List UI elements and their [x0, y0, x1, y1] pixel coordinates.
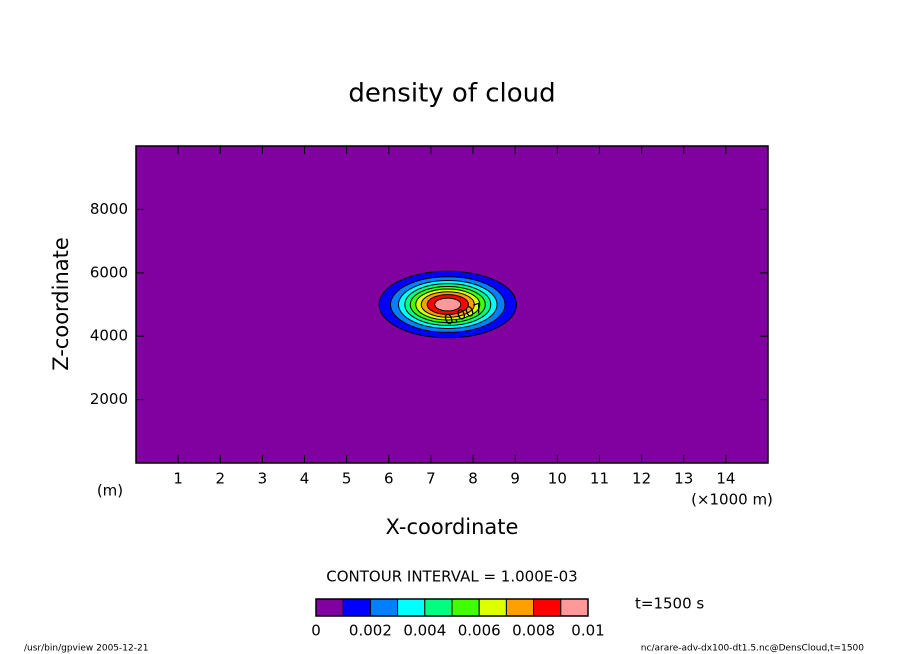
y-axis-label: Z-coordinate [49, 237, 73, 371]
colorbar-box [451, 598, 480, 617]
plot-frame [135, 145, 769, 464]
colorbar-box [478, 598, 507, 617]
colorbar-frame [315, 598, 589, 617]
colorbar-box [505, 598, 535, 617]
x-axis-label: X-coordinate [386, 515, 519, 539]
chart-title: density of cloud [348, 79, 555, 109]
colorbar-box [533, 598, 562, 617]
colorbar-tick-label: 0.008 [512, 622, 555, 640]
footer-left: /usr/bin/gpview 2005-12-21 [24, 644, 148, 654]
colorbar-tick-label: 0 [311, 622, 321, 640]
colorbar-tick-label: 0.01 [571, 622, 604, 640]
y-unit: (m) [97, 482, 123, 500]
y-tick-label: 2000 [90, 390, 128, 408]
colorbar-tick-label: 0.004 [403, 622, 446, 640]
contour-fill [434, 297, 462, 312]
x-tick-label: 6 [384, 470, 394, 488]
y-tick-label: 6000 [90, 263, 128, 281]
x-tick-label: 3 [258, 470, 268, 488]
x-tick-label: 1 [173, 470, 183, 488]
x-tick-label: 12 [632, 470, 651, 488]
y-tick-label: 4000 [90, 327, 128, 345]
x-tick-label: 8 [468, 470, 478, 488]
colorbar-box [560, 598, 589, 617]
colorbar-box [315, 598, 344, 617]
x-tick-label: 14 [716, 470, 735, 488]
x-tick-label: 7 [426, 470, 436, 488]
x-tick-label: 11 [590, 470, 609, 488]
x-tick-label: 10 [548, 470, 567, 488]
y-tick-label: 8000 [90, 200, 128, 218]
colorbar-tick-label: 0.006 [458, 622, 501, 640]
contour-interval: CONTOUR INTERVAL = 1.000E-03 [326, 568, 577, 586]
x-unit: (×1000 m) [691, 491, 773, 509]
x-tick-label: 9 [510, 470, 520, 488]
x-tick-label: 2 [215, 470, 225, 488]
x-tick-label: 4 [300, 470, 310, 488]
colorbar-box [397, 598, 426, 617]
footer-right: nc/arare-adv-dx100-dt1.5.nc@DensCloud,t=… [641, 644, 864, 654]
colorbar-box [369, 598, 399, 617]
x-tick-label: 13 [674, 470, 693, 488]
time-label: t=1500 s [635, 595, 704, 613]
x-tick-label: 5 [342, 470, 352, 488]
colorbar-tick-label: 0.002 [349, 622, 392, 640]
colorbar-box [424, 598, 453, 617]
colorbar-box [342, 598, 371, 617]
